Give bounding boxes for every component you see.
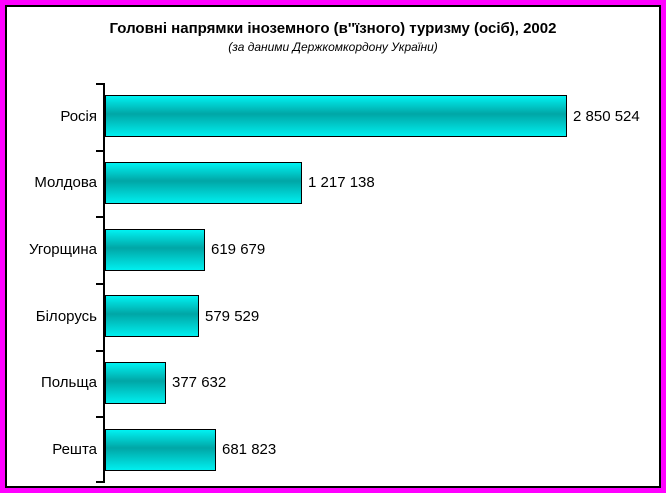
data-bar (105, 361, 166, 404)
bar-rows: 2 850 524 1 217 138 619 679 579 529 377 632 6… (105, 83, 659, 483)
data-bar (105, 295, 199, 338)
value-label: 377 632 (172, 374, 227, 392)
category-label: Решта (52, 441, 97, 459)
category-label: Угорщина (28, 241, 97, 259)
chart-row: 377 632 (105, 350, 659, 417)
axis-tick (96, 282, 103, 285)
category-axis-line (103, 83, 105, 483)
data-bar (105, 161, 302, 204)
axis-tick (96, 349, 103, 352)
chart-subtitle: (за даними Держкомкордону України) (228, 40, 438, 54)
data-bar (105, 428, 216, 471)
axis-tick (96, 83, 103, 85)
data-bar (105, 95, 567, 138)
value-label: 2 850 524 (573, 107, 640, 125)
category-labels: Росія Молдова Угорщина Білорусь Польща Решта (7, 83, 97, 483)
chart-row: 1 217 138 (105, 150, 659, 217)
chart-row: 681 823 (105, 416, 659, 483)
axis-tick (96, 149, 103, 152)
plot-area: Росія Молдова Угорщина Білорусь Польща Решта … (7, 83, 659, 483)
chart-title: Головні напрямки іноземного (в''їзного) … (109, 20, 557, 37)
category-label: Молдова (34, 174, 97, 192)
axis-tick (96, 216, 103, 219)
value-label: 1 217 138 (308, 174, 375, 192)
category-label: Польща (40, 374, 97, 392)
chart-row: 579 529 (105, 283, 659, 350)
chart-row: 619 679 (105, 216, 659, 283)
value-label: 579 529 (205, 307, 260, 325)
axis-tick (96, 480, 103, 483)
category-label: Росія (60, 107, 97, 125)
data-bar (105, 228, 205, 271)
chart-frame: Головні напрямки іноземного (в''їзного) … (5, 5, 661, 488)
value-label: 681 823 (222, 441, 277, 459)
category-label: Білорусь (35, 307, 97, 325)
value-label: 619 679 (211, 241, 266, 259)
chart-row: 2 850 524 (105, 83, 659, 150)
axis-tick (96, 416, 103, 419)
